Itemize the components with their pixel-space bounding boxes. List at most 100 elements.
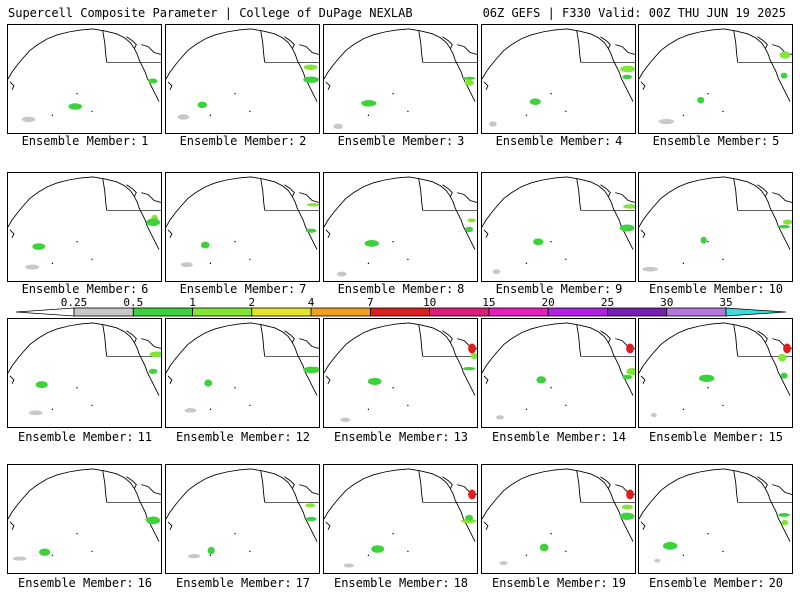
scp-field [148, 368, 158, 374]
member-number: 15 [768, 430, 784, 444]
scp-field [782, 219, 792, 225]
coastline [166, 468, 318, 542]
coastline [102, 30, 108, 63]
scp-field [468, 343, 477, 354]
coastline [126, 184, 137, 197]
map-svg [166, 28, 319, 120]
island-dot [525, 114, 528, 117]
island-dot [234, 387, 236, 389]
coastline [639, 322, 791, 396]
coastline [442, 476, 453, 489]
coastline [284, 330, 295, 343]
scp-field [623, 204, 635, 209]
scp-field [68, 103, 83, 110]
member-number: 8 [457, 282, 465, 296]
scp-field [619, 224, 635, 232]
caption-prefix: Ensemble Member: [21, 282, 138, 296]
colorbar-tick-label: 0.5 [123, 296, 143, 309]
coastline [324, 176, 476, 250]
scp-field [620, 65, 635, 73]
member-number: 20 [768, 576, 784, 590]
coastline [126, 36, 137, 49]
coastline [284, 184, 295, 197]
member-number: 1 [141, 134, 149, 148]
scp-field [650, 412, 657, 418]
scp-field [303, 76, 319, 83]
scp-field [25, 264, 40, 270]
ensemble-member-caption: Ensemble Member: 16 [6, 576, 164, 590]
scp-field [619, 512, 635, 520]
island-dot [392, 387, 394, 389]
coastline [9, 229, 15, 238]
coastline [284, 36, 295, 49]
scp-field [642, 266, 659, 272]
scp-field [654, 558, 661, 563]
map-svg [639, 468, 792, 563]
colorbar-swatch [369, 307, 431, 317]
ensemble-member-map [165, 172, 320, 282]
coastline [167, 229, 173, 238]
map-svg [8, 322, 161, 416]
scp-field [658, 118, 675, 125]
colorbar-swatch [73, 307, 134, 317]
colorbar-tick-label: 25 [601, 296, 614, 309]
ensemble-member-map [323, 464, 478, 574]
member-number: 3 [457, 134, 465, 148]
scp-field [621, 504, 633, 510]
scp-field [197, 101, 208, 109]
coastline [9, 521, 15, 530]
ensemble-member-caption: Ensemble Member: 11 [6, 430, 164, 444]
scp-field [303, 366, 319, 374]
caption-prefix: Ensemble Member: [337, 282, 454, 296]
colorbar-tick-label: 35 [719, 296, 732, 309]
ensemble-member-map [7, 172, 162, 282]
member-number: 5 [772, 134, 780, 148]
ensemble-member-caption: Ensemble Member: 5 [637, 134, 795, 148]
ensemble-member-caption: Ensemble Member: 8 [322, 282, 480, 296]
coastline [482, 176, 634, 250]
map-svg [166, 322, 319, 413]
colorbar-tick-label: 30 [660, 296, 673, 309]
coastline [442, 330, 453, 343]
colorbar-tick-label: 15 [482, 296, 495, 309]
map-svg [482, 28, 635, 127]
coastline [260, 178, 266, 211]
island-dot [407, 404, 409, 407]
coastline [576, 324, 582, 357]
island-dot [392, 533, 394, 535]
ensemble-member-caption: Ensemble Member: 3 [322, 134, 480, 148]
scp-field [39, 548, 51, 556]
island-dot [682, 262, 685, 265]
coastline [325, 229, 331, 238]
colorbar-swatch [488, 307, 549, 317]
coastline [325, 521, 331, 530]
ensemble-member-map [323, 24, 478, 134]
ensemble-member-map [323, 172, 478, 282]
map-svg [639, 176, 792, 272]
caption-prefix: Ensemble Member: [21, 134, 138, 148]
map-svg [482, 322, 635, 420]
coastline [167, 521, 173, 530]
coastline [615, 192, 635, 203]
scp-field [626, 489, 635, 500]
scp-field [780, 372, 788, 379]
caption-prefix: Ensemble Member: [491, 430, 608, 444]
color-scale-legend: 0.25 0.5 1 2 4 7 10 15 20 25 30 35 [15, 296, 787, 317]
member-number: 6 [141, 282, 149, 296]
coastline [8, 468, 160, 542]
scp-field [177, 114, 190, 120]
colorbar-tick-label: 0.25 [61, 296, 88, 309]
map-svg [324, 322, 477, 423]
coastline [418, 30, 424, 63]
ensemble-member-caption: Ensemble Member: 14 [480, 430, 638, 444]
scp-field [699, 374, 715, 382]
island-dot [209, 408, 212, 411]
island-dot [367, 262, 370, 265]
member-number: 4 [615, 134, 623, 148]
coastline [102, 178, 108, 211]
scp-field [361, 100, 377, 107]
coastline [141, 484, 161, 495]
colorbar-tick-label: 20 [542, 296, 555, 309]
coastline [576, 178, 582, 211]
member-number: 17 [295, 576, 311, 590]
